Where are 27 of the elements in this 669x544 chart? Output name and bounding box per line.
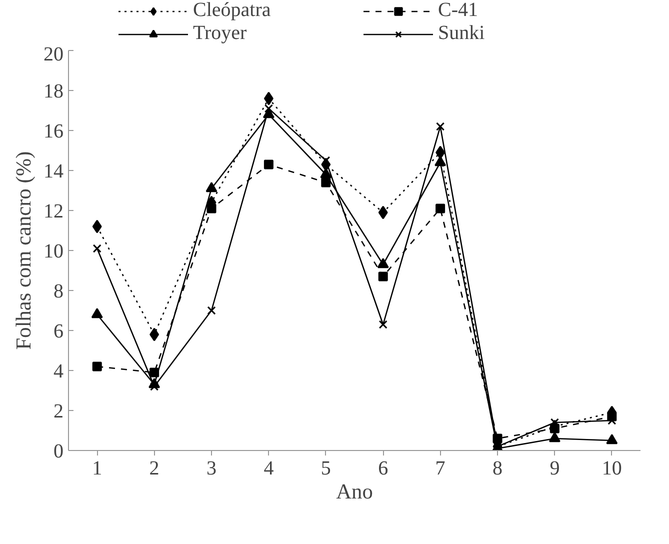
x-axis-title: Ano [336, 480, 373, 504]
y-tick-label: 0 [54, 440, 64, 462]
x-tick-label: 3 [206, 458, 216, 480]
y-tick-label: 16 [44, 120, 64, 142]
y-tick-label: 10 [44, 240, 64, 262]
y-tick-label: 14 [44, 160, 64, 182]
x-tick-label: 2 [149, 458, 160, 480]
x-tick-label: 9 [550, 458, 560, 480]
y-tick-label: 18 [44, 80, 64, 102]
x-tick-label: 10 [602, 458, 622, 480]
y-tick-label: 6 [54, 320, 64, 342]
legend-label: Troyer [193, 22, 248, 45]
x-tick-label: 4 [264, 458, 274, 480]
legend-label: Sunki [438, 22, 486, 45]
x-tick-label: 7 [435, 458, 446, 480]
y-tick-label: 8 [54, 280, 64, 302]
y-axis-title: Folhas com cancro (%) [12, 151, 36, 350]
y-tick-label: 2 [54, 400, 64, 422]
x-tick-label: 6 [378, 458, 388, 480]
x-tick-label: 5 [320, 458, 331, 480]
x-tick-label: 8 [492, 458, 502, 480]
y-tick-label: 12 [44, 200, 64, 222]
x-tick-label: 1 [92, 458, 102, 480]
y-tick-label: 4 [54, 360, 64, 382]
legend-label: C-41 [438, 0, 479, 22]
legend-label: Cleópatra [193, 0, 272, 22]
y-tick-label: 20 [44, 44, 64, 66]
